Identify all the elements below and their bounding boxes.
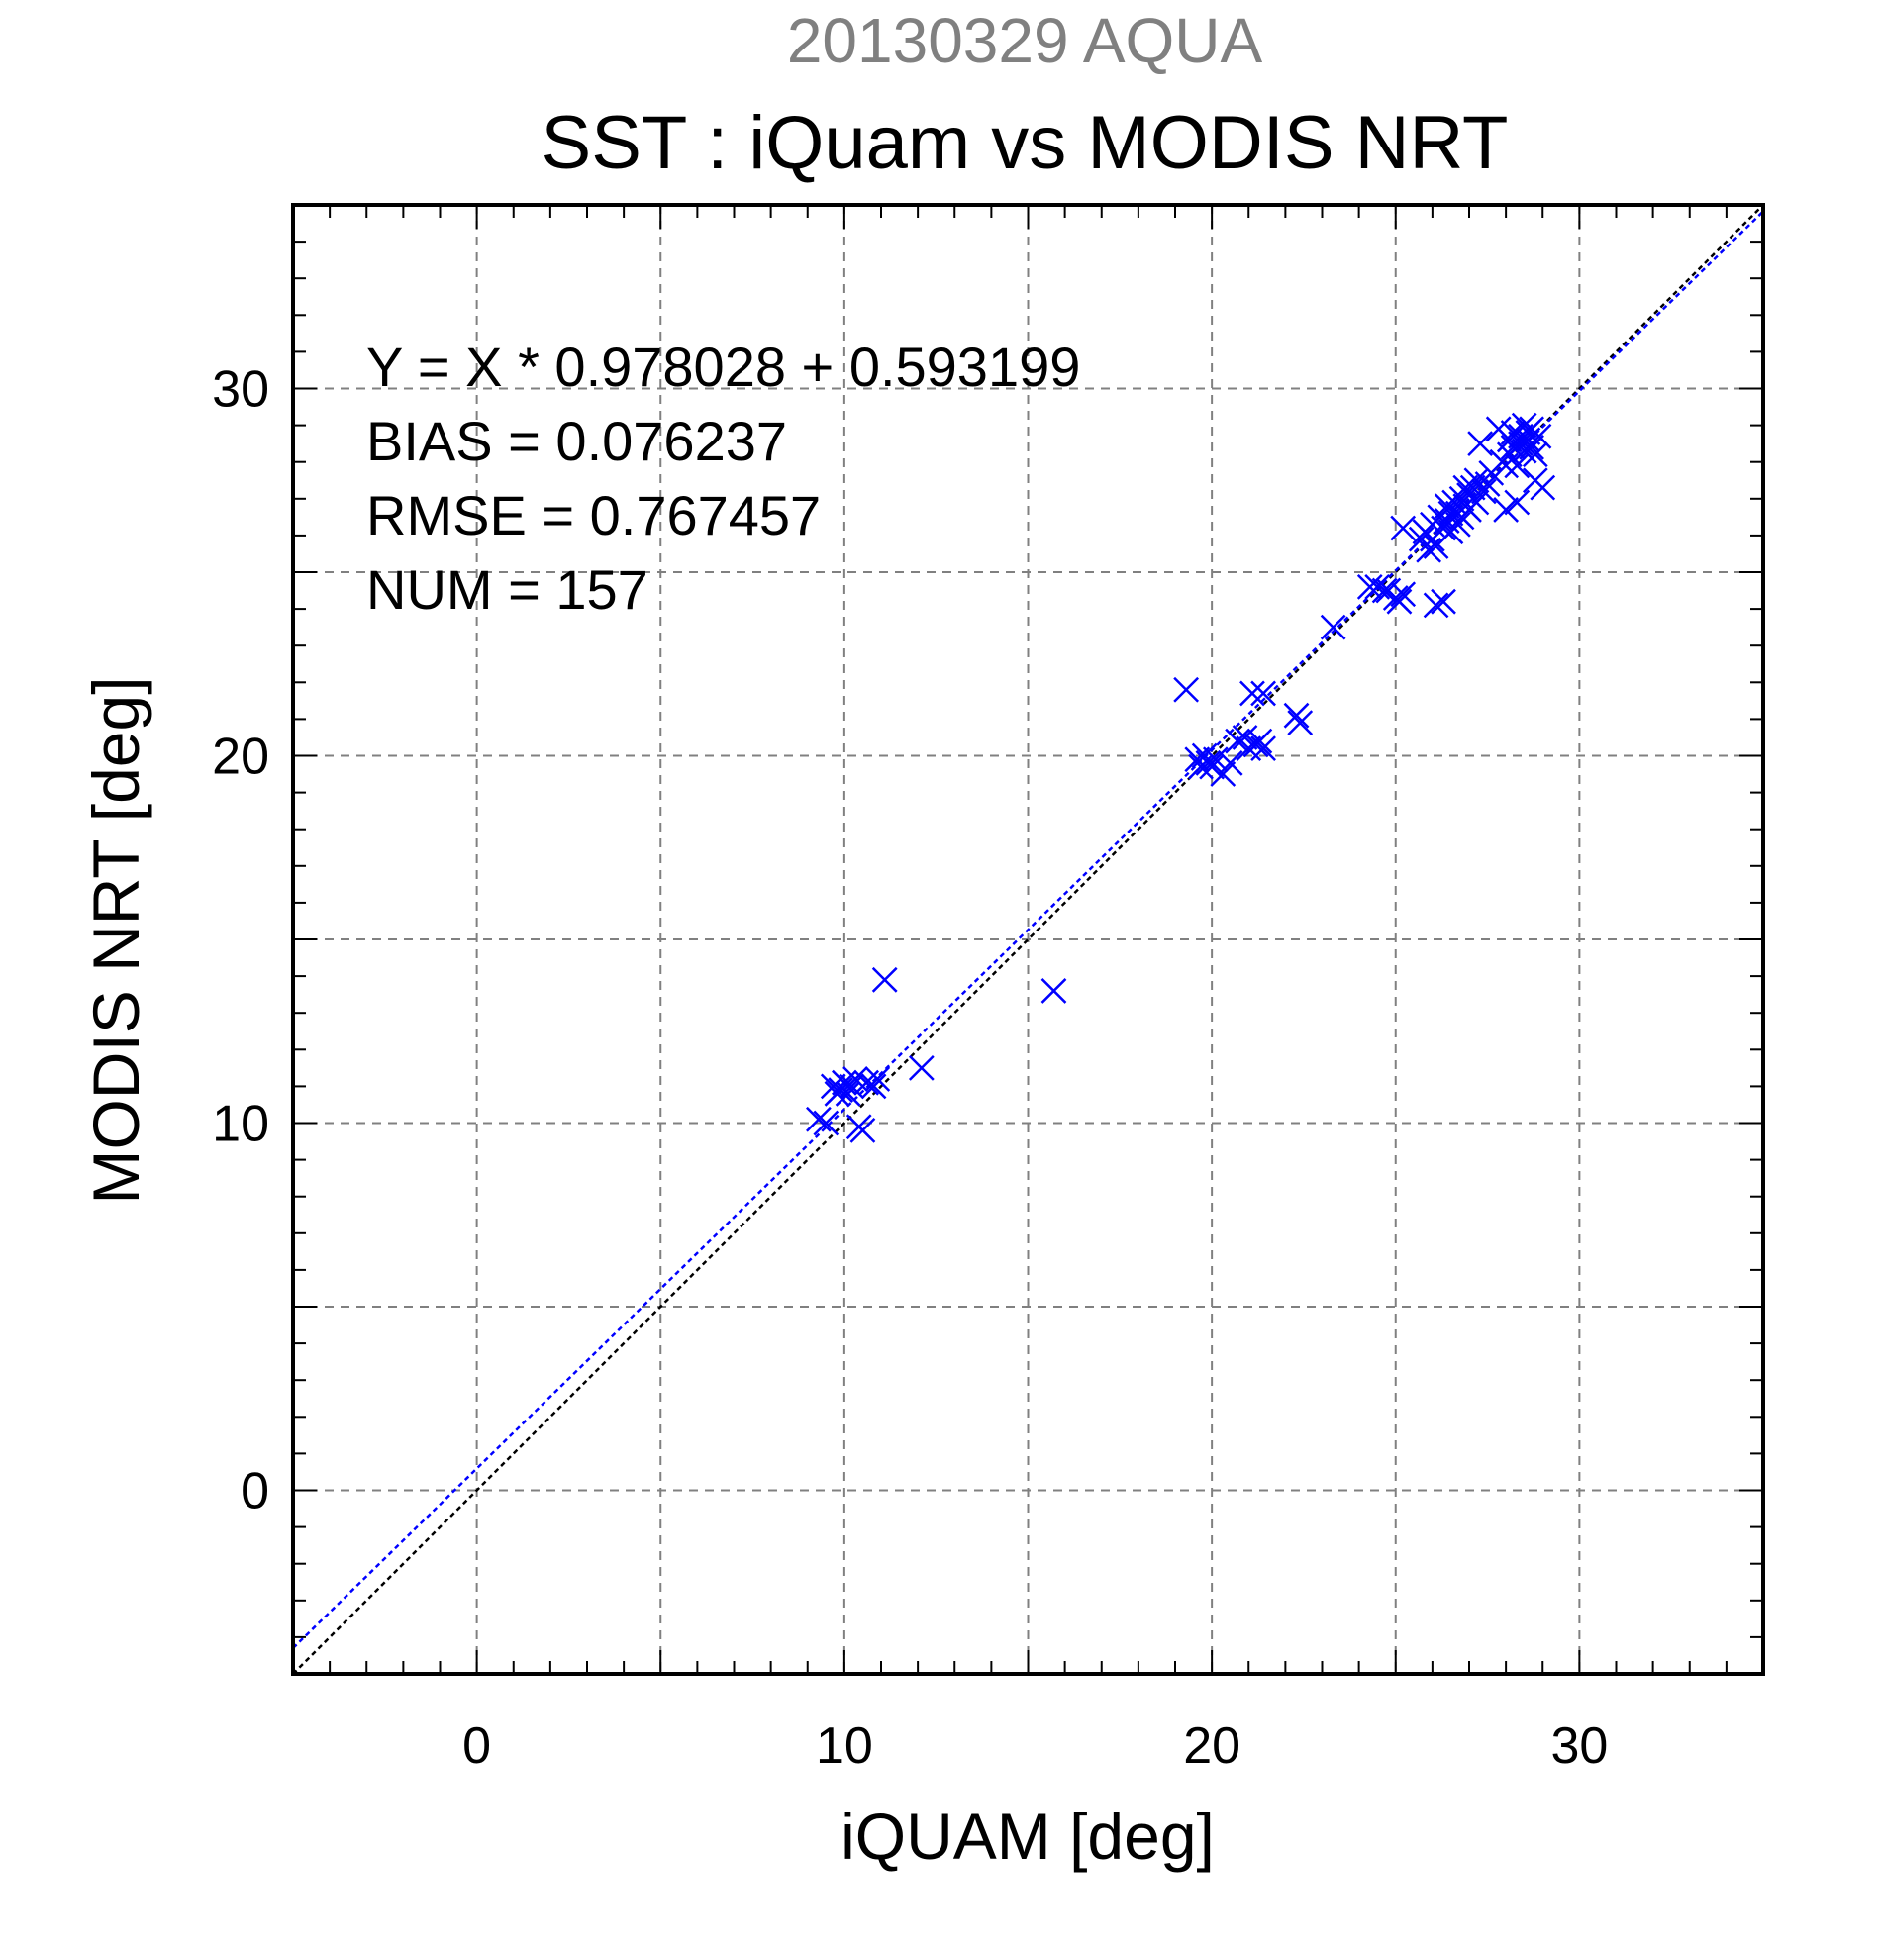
rmse-value: RMSE = 0.767457 <box>366 484 821 546</box>
data-points <box>806 412 1556 1143</box>
data-point <box>1423 592 1449 619</box>
data-point <box>1283 702 1310 729</box>
x-tick-label: 10 <box>816 1717 873 1775</box>
data-point <box>1202 746 1229 773</box>
data-point <box>1530 474 1556 501</box>
data-point <box>908 1054 935 1081</box>
data-point <box>839 1073 865 1100</box>
x-tick-label: 30 <box>1550 1717 1608 1775</box>
data-point <box>1390 581 1417 608</box>
data-point <box>1526 423 1552 449</box>
data-point <box>864 1066 891 1092</box>
data-point <box>871 966 898 993</box>
data-point <box>1246 728 1273 754</box>
bias-value: BIAS = 0.076237 <box>366 410 787 472</box>
data-point <box>1390 515 1417 541</box>
data-point <box>1250 680 1276 707</box>
grid <box>293 205 1763 1674</box>
x-tick-label: 0 <box>462 1717 491 1775</box>
minor-ticks <box>292 204 1764 1675</box>
data-point <box>1504 489 1531 516</box>
data-point <box>1493 497 1520 523</box>
data-point <box>1463 489 1490 516</box>
y-tick-label: 30 <box>212 361 269 419</box>
data-point <box>1287 710 1314 735</box>
data-point <box>1239 680 1265 707</box>
data-point <box>806 1106 832 1132</box>
y-tick-label: 0 <box>241 1463 269 1520</box>
y-tick-label: 10 <box>212 1096 269 1153</box>
data-point <box>1444 511 1471 538</box>
data-point <box>1040 978 1067 1004</box>
data-point <box>1320 614 1346 640</box>
data-point <box>1408 526 1435 552</box>
tick-labels: 0 10 20 30 0 10 20 30 <box>212 361 1608 1776</box>
data-point <box>1519 434 1544 460</box>
data-point <box>1431 588 1456 615</box>
x-tick-label: 20 <box>1183 1717 1240 1775</box>
y-axis-label: MODIS NRT [deg] <box>79 676 152 1204</box>
data-point <box>1173 676 1200 703</box>
data-point <box>1467 431 1494 457</box>
data-point <box>1250 735 1276 761</box>
data-point <box>849 1118 876 1143</box>
data-point <box>860 1073 887 1100</box>
chart-title: SST : iQuam vs MODIS NRT <box>542 101 1509 185</box>
data-point <box>1511 412 1537 439</box>
data-point <box>1217 750 1243 776</box>
data-point <box>1504 452 1531 479</box>
y-tick-label: 20 <box>212 729 269 786</box>
x-axis-label: iQUAM [deg] <box>841 1800 1215 1873</box>
data-point <box>813 1110 840 1136</box>
data-point <box>1386 588 1413 615</box>
data-point <box>1470 478 1497 505</box>
num-value: NUM = 157 <box>366 558 648 621</box>
data-point <box>835 1080 861 1107</box>
fit-equation: Y = X * 0.978028 + 0.593199 <box>366 336 1080 398</box>
data-point <box>1210 761 1237 787</box>
chart-supertitle: 20130329 AQUA <box>787 5 1263 76</box>
